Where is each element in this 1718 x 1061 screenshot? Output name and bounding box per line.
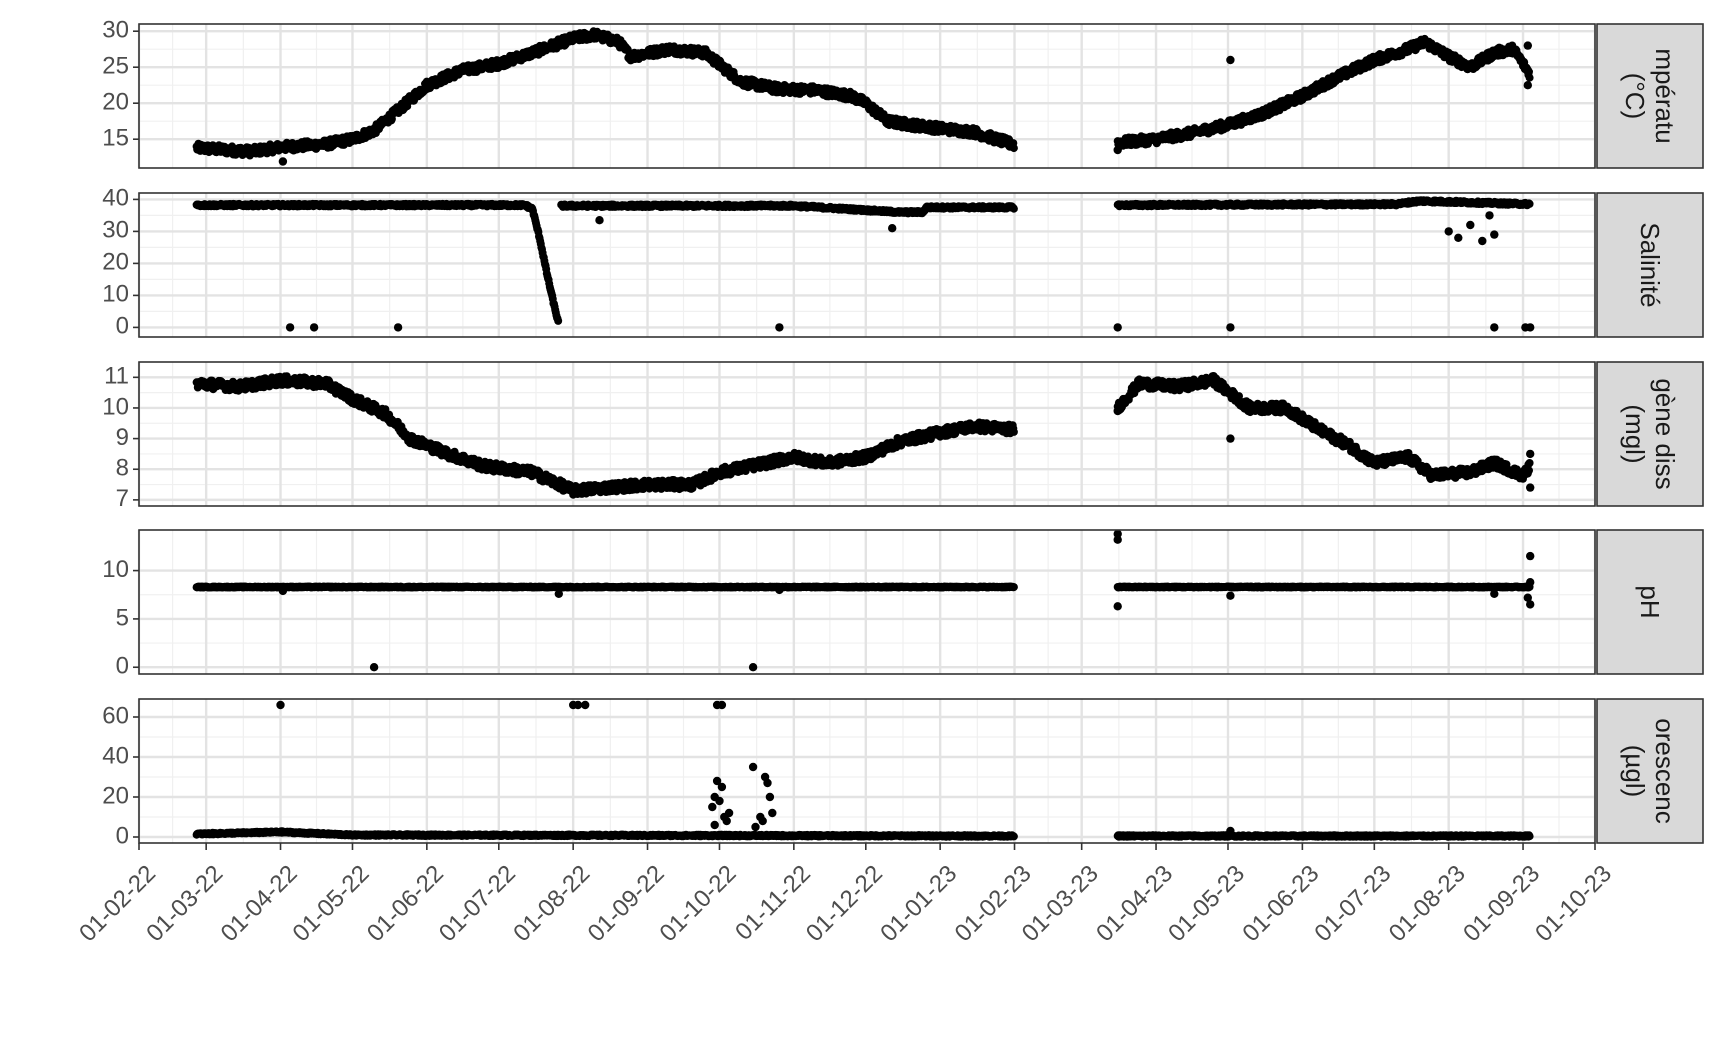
strip-label-line: Salinité bbox=[1635, 222, 1665, 307]
outlier-point bbox=[1485, 211, 1494, 220]
strip-label-line: (°C) bbox=[1620, 73, 1650, 120]
strip-label: Salinité bbox=[1635, 222, 1665, 307]
outlier-point bbox=[1113, 145, 1122, 155]
outlier-point bbox=[775, 323, 784, 332]
outlier-point bbox=[278, 157, 288, 166]
y-tick-label: 15 bbox=[102, 125, 129, 152]
y-tick-label: 10 bbox=[102, 281, 129, 308]
facet-panel-2: 0 10 20 30 40 Salinité bbox=[102, 185, 1704, 340]
outlier-point bbox=[1226, 323, 1235, 332]
outlier-point bbox=[285, 323, 295, 332]
data-point bbox=[1525, 73, 1534, 82]
y-tick-label: 30 bbox=[102, 217, 129, 244]
outlier-point bbox=[1454, 233, 1463, 242]
outlier-point bbox=[1490, 323, 1499, 332]
strip-label-line: mpératu bbox=[1650, 48, 1680, 143]
data-point bbox=[1525, 199, 1534, 208]
outlier-point bbox=[1226, 55, 1235, 65]
points-group bbox=[192, 27, 1534, 166]
outlier-point bbox=[309, 323, 319, 332]
data-point bbox=[1009, 204, 1018, 213]
y-tick-label: 30 bbox=[102, 17, 129, 44]
outlier-point bbox=[1478, 236, 1487, 246]
y-tick-label: 20 bbox=[102, 249, 129, 276]
facet-strip: Salinité bbox=[1596, 192, 1704, 338]
y-tick-label: 0 bbox=[116, 313, 129, 340]
outlier-point bbox=[1490, 230, 1499, 239]
facet-strip: mpératu(°C) bbox=[1596, 23, 1704, 169]
y-tick-label: 40 bbox=[102, 185, 129, 212]
y-tick-label: 20 bbox=[102, 89, 129, 116]
facet-panel-1: 15 20 25 30 mpératu(°C) bbox=[102, 17, 1704, 169]
y-tick-label: 25 bbox=[102, 53, 129, 80]
outlier-point bbox=[393, 323, 403, 332]
data-point bbox=[1009, 144, 1018, 153]
outlier-point bbox=[1523, 81, 1533, 90]
outlier-point bbox=[1444, 227, 1453, 236]
outlier-point bbox=[1113, 323, 1122, 332]
outlier-point bbox=[595, 216, 604, 225]
outlier-point bbox=[1523, 41, 1533, 50]
outlier-point bbox=[888, 224, 897, 233]
data-point bbox=[554, 316, 563, 325]
outlier-point bbox=[1466, 220, 1475, 230]
outlier-point bbox=[1526, 323, 1535, 332]
panels-group: 15 20 25 30 mpératu(°C) 0 10 20 30 40 Salinité 7891… bbox=[102, 17, 1704, 849]
